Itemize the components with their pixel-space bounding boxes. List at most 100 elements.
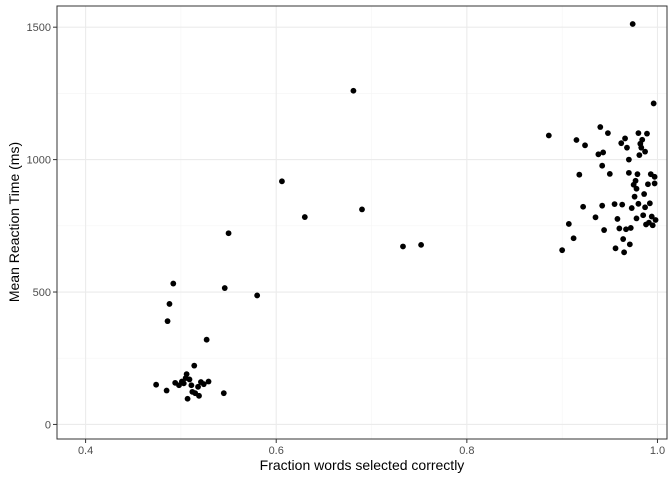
data-point (200, 381, 207, 388)
data-point (400, 243, 406, 250)
data-point (195, 383, 201, 390)
data-point (633, 185, 640, 192)
x-axis-title: Fraction words selected correctly (260, 457, 465, 473)
data-point (601, 227, 607, 233)
y-tick-label: 1000 (27, 155, 51, 167)
data-point (573, 137, 580, 143)
data-point (642, 204, 648, 211)
data-point (183, 371, 190, 378)
data-point (651, 180, 658, 187)
data-point (621, 249, 628, 256)
data-points (153, 21, 659, 402)
y-tick-label: 1500 (27, 22, 51, 34)
data-point (625, 169, 632, 176)
data-point (153, 381, 160, 388)
data-point (592, 214, 599, 221)
data-point (163, 387, 170, 394)
data-point (600, 149, 607, 156)
data-point (418, 241, 424, 248)
data-point (618, 140, 625, 147)
data-point (580, 203, 587, 210)
data-point (624, 144, 630, 151)
data-point (651, 173, 658, 180)
data-point (640, 212, 647, 219)
data-point (623, 226, 629, 233)
data-point (638, 144, 645, 151)
data-point (184, 395, 191, 402)
data-point (632, 177, 639, 184)
data-point (650, 100, 657, 107)
data-point (625, 156, 632, 163)
x-axis-ticks: 0.4 0.6 0.8 1.0 (78, 439, 665, 457)
y-tick-label: 500 (33, 287, 51, 299)
x-tick-label: 0.4 (78, 445, 93, 457)
data-point (221, 285, 228, 291)
plot-panel-background (57, 6, 667, 439)
data-point (620, 236, 627, 242)
data-point (196, 392, 202, 399)
data-point (164, 318, 171, 325)
x-tick-label: 1.0 (650, 445, 665, 457)
data-point (186, 376, 193, 383)
data-point (605, 130, 611, 137)
data-point (599, 202, 606, 209)
data-point (612, 245, 619, 252)
data-point (644, 130, 650, 137)
data-point (626, 241, 633, 248)
data-point (646, 200, 653, 207)
y-tick-label: 0 (45, 419, 51, 431)
x-tick-label: 0.8 (459, 445, 474, 457)
data-point (170, 280, 177, 287)
data-point (359, 206, 365, 213)
data-point (627, 225, 634, 231)
data-point (350, 87, 357, 94)
y-axis-ticks: 0 500 1000 1500 (27, 22, 57, 431)
data-point (631, 193, 638, 200)
data-point (599, 162, 606, 169)
data-point (648, 213, 655, 220)
data-point (570, 235, 577, 242)
data-point (614, 216, 621, 222)
data-point (188, 382, 195, 389)
data-point (652, 217, 659, 223)
data-point (279, 178, 285, 185)
data-point (633, 215, 640, 222)
data-point (595, 151, 602, 158)
data-point (606, 171, 613, 177)
data-point (180, 380, 187, 387)
data-point (629, 21, 636, 27)
data-point (622, 135, 628, 142)
data-point (203, 336, 210, 343)
y-axis-title: Mean Reaction Time (ms) (6, 142, 22, 302)
data-point (641, 191, 648, 197)
data-point (649, 222, 656, 229)
data-point (642, 148, 648, 155)
data-point (639, 136, 646, 143)
data-point (582, 142, 588, 149)
data-point (616, 225, 623, 232)
data-point (220, 390, 227, 397)
minor-gridlines (57, 6, 667, 439)
data-point (645, 181, 651, 188)
data-point (636, 152, 643, 159)
data-point (559, 247, 566, 254)
data-point (619, 201, 626, 208)
data-point (634, 171, 641, 178)
data-point (254, 292, 261, 299)
data-point (635, 200, 642, 207)
data-point (576, 171, 583, 178)
data-point (628, 205, 635, 211)
data-point (191, 362, 198, 369)
data-point (611, 201, 618, 207)
plot-panel-border (56, 5, 668, 440)
data-point (225, 230, 232, 237)
data-point (597, 124, 604, 130)
data-point (635, 130, 642, 137)
x-tick-label: 0.6 (269, 445, 284, 457)
major-gridlines (57, 6, 667, 439)
data-point (301, 214, 308, 220)
data-point (205, 378, 212, 385)
data-point (166, 301, 173, 307)
data-point (545, 132, 552, 139)
